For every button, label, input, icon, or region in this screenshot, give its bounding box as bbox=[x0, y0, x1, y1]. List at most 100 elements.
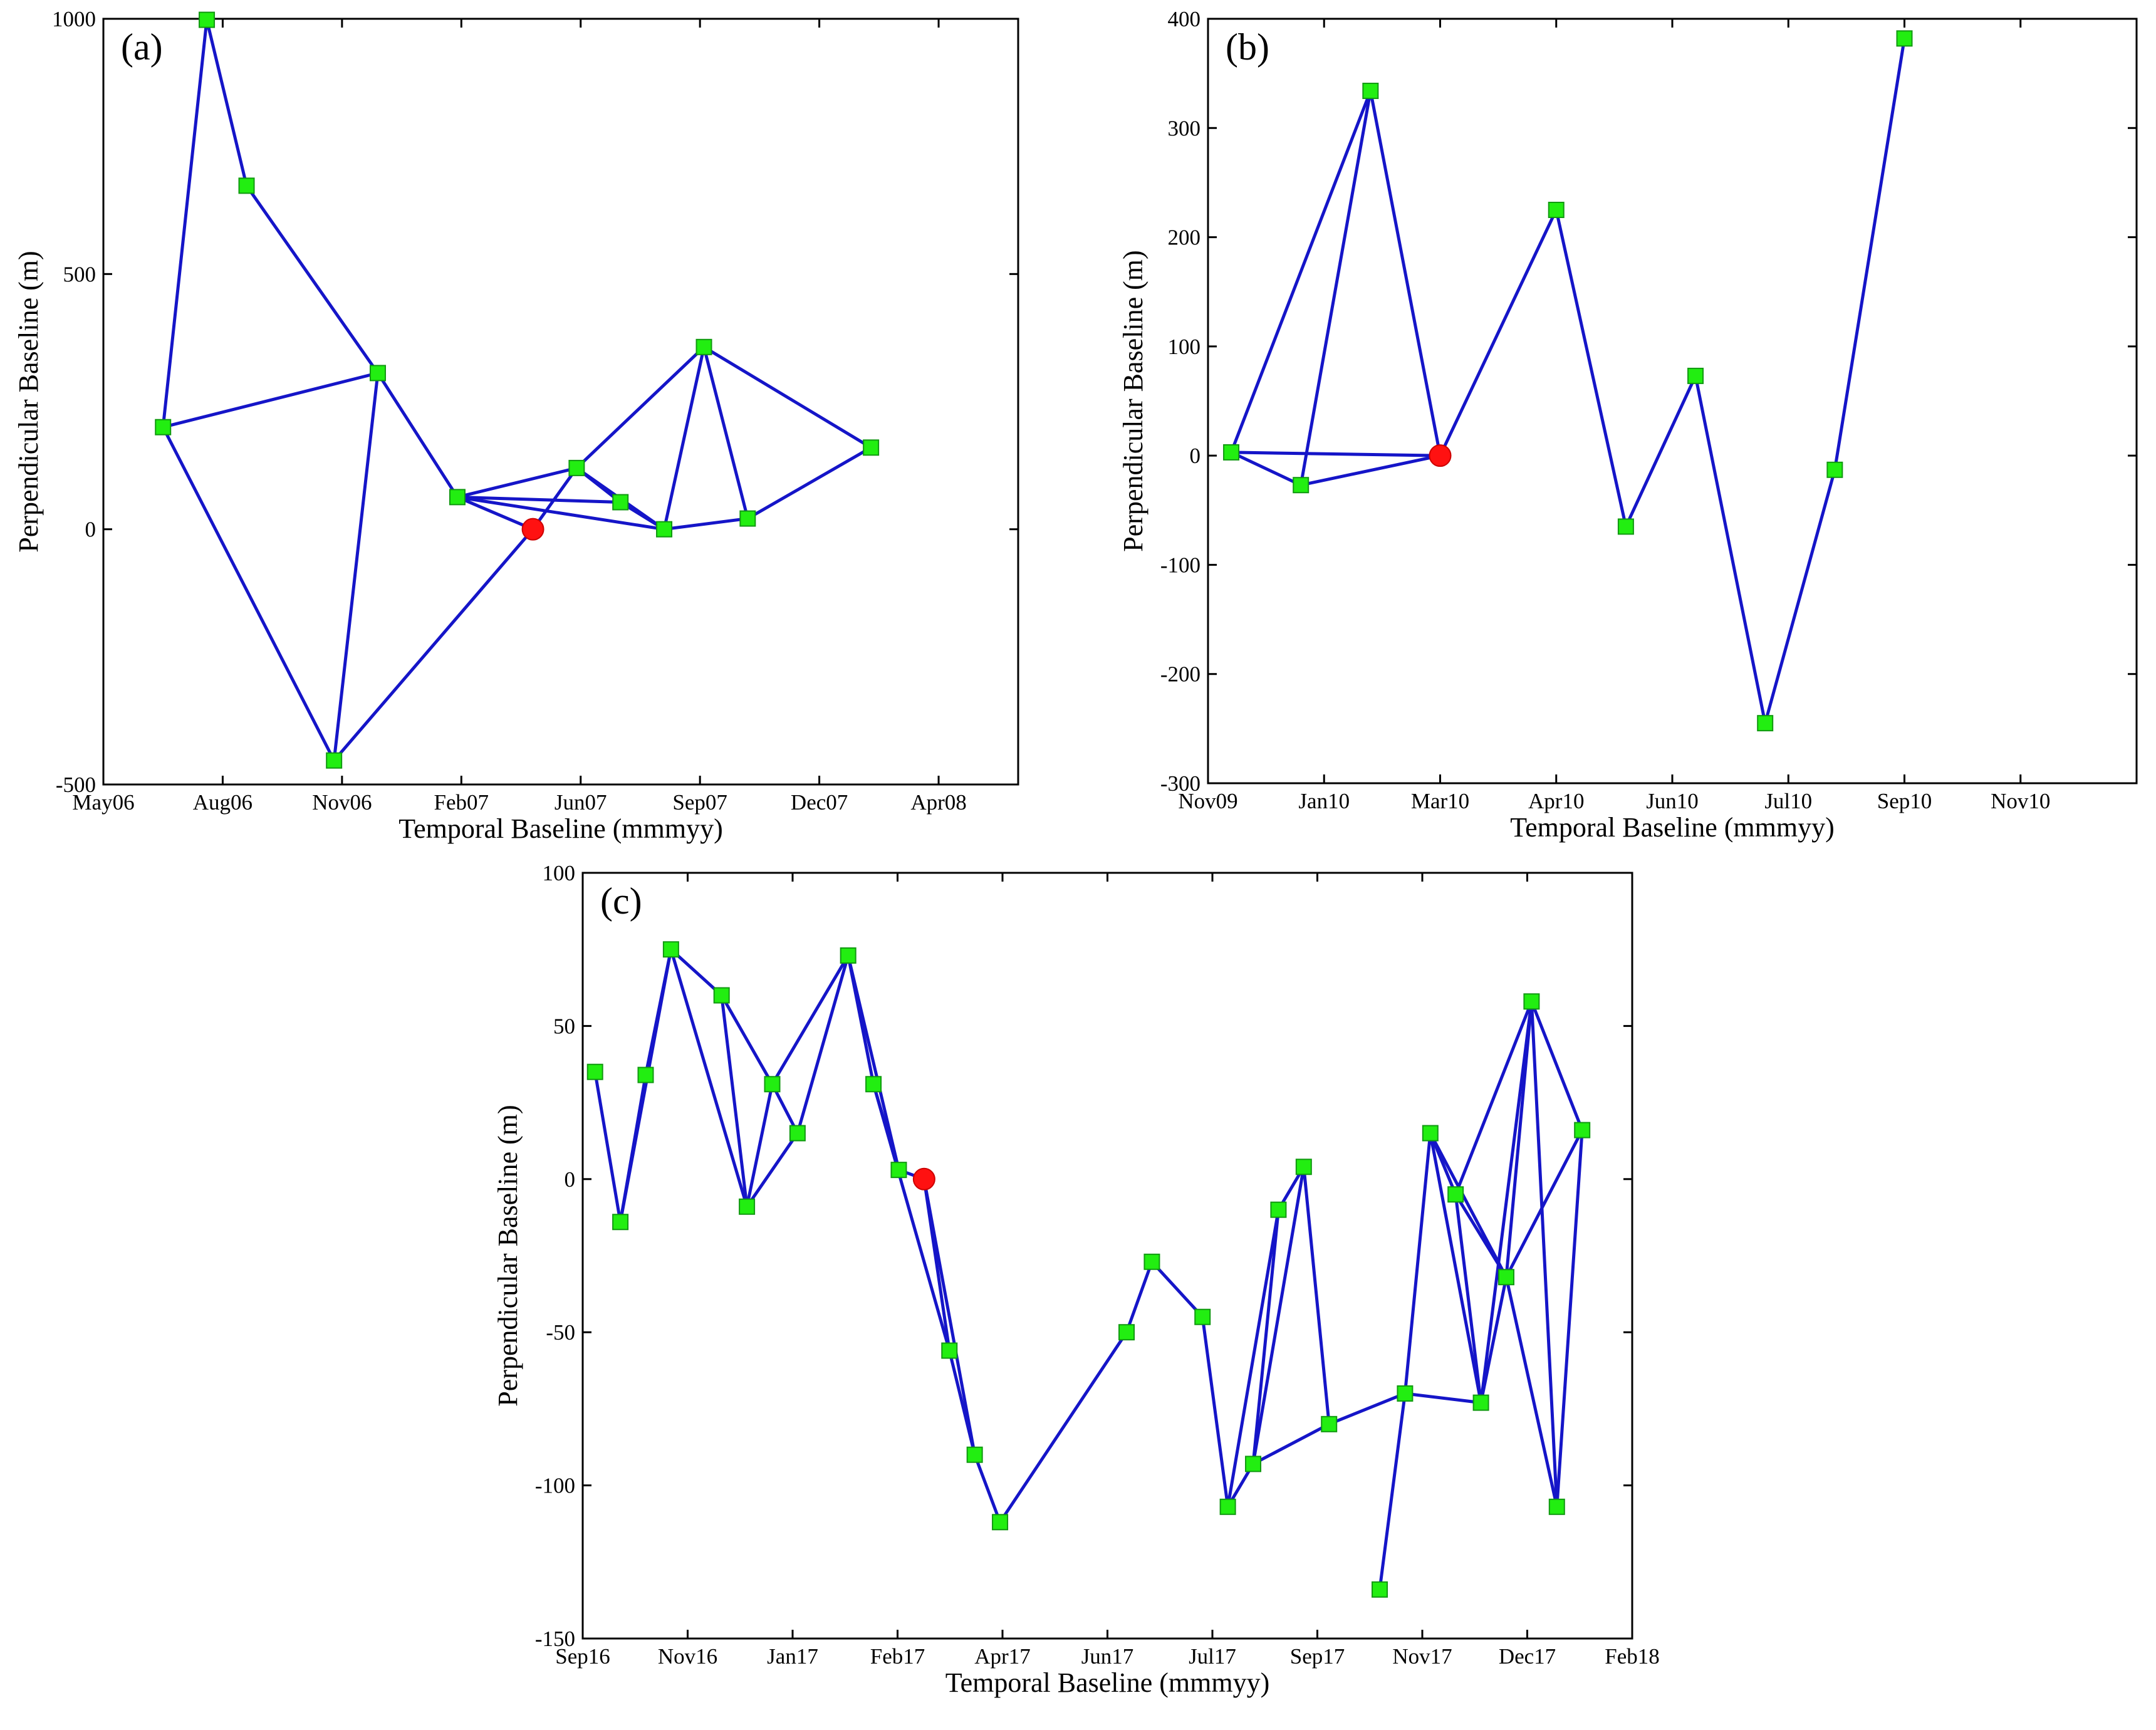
baseline-edge bbox=[1555, 1128, 1584, 1509]
y-tick-label: 0 bbox=[85, 518, 96, 542]
edges bbox=[161, 18, 873, 763]
acquisition-node bbox=[370, 365, 386, 382]
x-tick-label: Jun17 bbox=[1081, 1644, 1134, 1669]
x-tick-label: Sep17 bbox=[1290, 1644, 1345, 1669]
baseline-edge bbox=[1454, 999, 1533, 1196]
acquisition-node bbox=[1372, 1581, 1388, 1598]
baseline-edge bbox=[745, 1131, 799, 1209]
acquisition-node bbox=[764, 1076, 781, 1093]
x-tick-label: Sep07 bbox=[672, 790, 727, 815]
x-axis-title: Temporal Baseline (mmmyy) bbox=[1510, 812, 1834, 843]
y-tick-label: 500 bbox=[63, 262, 96, 286]
nodes bbox=[155, 11, 880, 769]
acquisition-node bbox=[612, 1214, 629, 1231]
y-tick-label: -300 bbox=[1160, 771, 1200, 796]
panel-c: Sep16 Nov16 Jan17 Feb17 Apr17 Jun17 Jul17 Sep17… bbox=[492, 861, 1660, 1698]
baseline-edge bbox=[669, 947, 749, 1209]
baseline-edge bbox=[770, 954, 850, 1086]
x-tick-label: Apr17 bbox=[974, 1644, 1030, 1669]
baseline-edge bbox=[1150, 1260, 1204, 1319]
y-tick-label: 300 bbox=[1168, 116, 1201, 140]
baseline-edge bbox=[1403, 1131, 1432, 1395]
y-tick-label: 50 bbox=[553, 1014, 575, 1038]
baseline-edge bbox=[1368, 89, 1442, 457]
x-tick-label: Aug06 bbox=[193, 790, 253, 815]
baseline-edge bbox=[1378, 1392, 1407, 1592]
acquisition-node bbox=[1826, 461, 1843, 478]
baseline-edge bbox=[456, 466, 578, 499]
acquisition-node bbox=[1118, 1324, 1135, 1341]
baseline-edge bbox=[745, 1082, 774, 1209]
panel-b: Nov09 Jan10 Mar10 Apr10 Jun10 Jul10 Sep10 Nov10… bbox=[1118, 7, 2138, 843]
baseline-edge bbox=[618, 947, 673, 1224]
y-axis-title: Perpendicular Baseline (m) bbox=[13, 251, 44, 552]
x-tick-label: Feb17 bbox=[870, 1644, 925, 1669]
acquisition-node bbox=[1321, 1415, 1338, 1432]
plot-frame bbox=[102, 18, 1019, 786]
baseline-edge bbox=[1439, 208, 1558, 457]
baseline-edge bbox=[1403, 1392, 1483, 1405]
x-tick-label: Jun10 bbox=[1646, 789, 1699, 813]
acquisition-node bbox=[1397, 1385, 1414, 1402]
baseline-edge bbox=[770, 1082, 799, 1135]
baseline-edge bbox=[1299, 89, 1372, 487]
x-tick-label: Apr08 bbox=[910, 790, 966, 815]
acquisition-node bbox=[863, 439, 880, 456]
baseline-edge bbox=[332, 371, 380, 763]
baseline-edge bbox=[1694, 374, 1767, 725]
reference-node bbox=[912, 1167, 935, 1191]
acquisition-node bbox=[1143, 1253, 1160, 1270]
panel-a: May06 Aug06 Nov06 Feb07 Jun07 Sep07 Dec07 Apr08… bbox=[13, 7, 1019, 844]
y-tick-label: 100 bbox=[543, 861, 576, 885]
acquisition-node bbox=[656, 521, 673, 538]
acquisition-node bbox=[890, 1162, 907, 1179]
y-tick-label: -100 bbox=[1160, 553, 1200, 577]
baseline-edge bbox=[846, 954, 900, 1172]
acquisition-node bbox=[840, 947, 857, 964]
panel-label: (c) bbox=[600, 880, 642, 922]
baseline-edge bbox=[531, 466, 578, 531]
baseline-edge bbox=[1624, 374, 1697, 528]
baseline-edge bbox=[456, 495, 666, 531]
baseline-edge bbox=[456, 495, 622, 504]
reference-node bbox=[521, 518, 544, 541]
x-tick-label: Jul10 bbox=[1764, 789, 1812, 813]
baseline-edge bbox=[796, 954, 850, 1135]
x-tick-label: Feb18 bbox=[1605, 1644, 1660, 1669]
acquisition-node bbox=[1362, 83, 1379, 100]
baseline-edge bbox=[746, 446, 873, 521]
acquisition-node bbox=[199, 11, 216, 28]
baseline-edge bbox=[1504, 1275, 1559, 1509]
x-axis-title: Temporal Baseline (mmmyy) bbox=[945, 1667, 1269, 1698]
baseline-edge bbox=[376, 371, 459, 499]
baseline-edge bbox=[205, 18, 249, 187]
acquisition-node bbox=[1617, 518, 1634, 535]
baseline-edge bbox=[1504, 1128, 1584, 1279]
x-tick-label: Feb07 bbox=[434, 790, 489, 815]
acquisition-node bbox=[1194, 1308, 1211, 1325]
x-tick-label: Dec07 bbox=[791, 790, 848, 815]
acquisition-node bbox=[739, 1198, 756, 1215]
x-tick-label: Nov09 bbox=[1178, 789, 1237, 813]
acquisition-node bbox=[1219, 1498, 1236, 1515]
nodes bbox=[1223, 30, 1913, 732]
acquisition-node bbox=[612, 494, 629, 511]
baseline-edge bbox=[720, 994, 774, 1086]
y-tick-label: -150 bbox=[535, 1627, 575, 1651]
baseline-edge bbox=[161, 371, 380, 429]
x-tick-label: Nov06 bbox=[312, 790, 372, 815]
acquisition-node bbox=[1223, 444, 1240, 461]
acquisition-node bbox=[713, 987, 730, 1004]
baseline-edge bbox=[1226, 1208, 1280, 1509]
y-tick-label: 200 bbox=[1168, 226, 1201, 250]
x-tick-label: Nov17 bbox=[1392, 1644, 1452, 1669]
baseline-edge bbox=[1479, 1275, 1508, 1405]
plot-frame bbox=[1207, 18, 2138, 784]
acquisition-node bbox=[1472, 1394, 1489, 1411]
y-tick-label: -100 bbox=[535, 1474, 575, 1498]
x-tick-label: Jul17 bbox=[1189, 1644, 1236, 1669]
baseline-edge bbox=[1327, 1392, 1407, 1426]
panel-label: (a) bbox=[121, 26, 163, 68]
x-tick-label: Jun07 bbox=[555, 790, 607, 815]
